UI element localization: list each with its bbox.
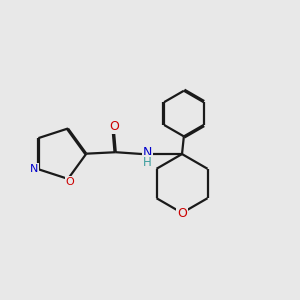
Text: N: N [30, 164, 38, 174]
Text: O: O [177, 207, 187, 220]
Text: O: O [65, 177, 74, 187]
Text: N: N [143, 146, 152, 159]
Text: H: H [143, 156, 152, 169]
Text: O: O [110, 120, 120, 133]
